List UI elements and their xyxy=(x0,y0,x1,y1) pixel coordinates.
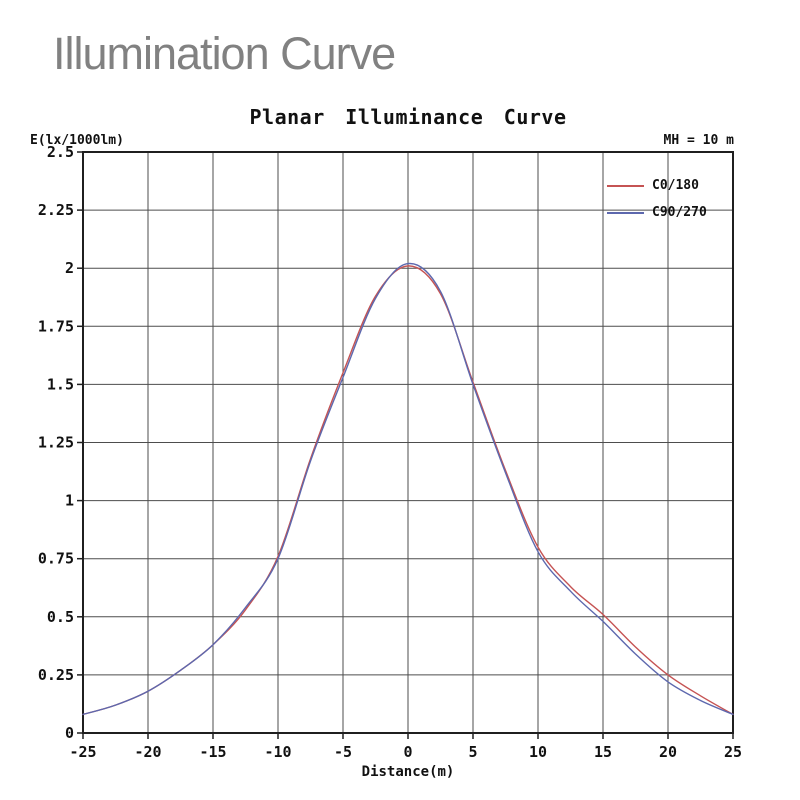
chart-title: Planar Illuminance Curve xyxy=(249,105,567,129)
y-tick-label: 1.5 xyxy=(47,375,74,393)
plot-border xyxy=(82,151,734,734)
y-tick-label: 1 xyxy=(65,492,74,510)
legend-item-c90-270: C90/270 xyxy=(607,206,707,220)
y-tick-label: 2.5 xyxy=(47,143,74,161)
y-tick-label: 2 xyxy=(65,259,74,277)
y-tick-label: 0.5 xyxy=(47,608,74,626)
x-tick-label: 15 xyxy=(594,743,612,761)
x-tick-label: 0 xyxy=(403,743,412,761)
x-tick-label: 20 xyxy=(659,743,677,761)
x-tick-label: 25 xyxy=(724,743,742,761)
x-tick-label: -20 xyxy=(134,743,161,761)
x-tick-label: -10 xyxy=(264,743,291,761)
x-axis-title: Distance(m) xyxy=(361,764,455,780)
y-tick-label: 2.25 xyxy=(38,201,74,219)
y-tick-label: 0.25 xyxy=(38,666,74,684)
x-tick-label: -25 xyxy=(69,743,96,761)
legend-swatch-c0-180 xyxy=(607,185,644,187)
x-tick-label: 5 xyxy=(468,743,477,761)
x-tick-label: -15 xyxy=(199,743,226,761)
y-tick-label: 0 xyxy=(65,724,74,742)
y-tick-label: 0.75 xyxy=(38,550,74,568)
mounting-height-label: MH = 10 m xyxy=(663,133,734,148)
x-tick-label: 10 xyxy=(529,743,547,761)
legend-label-c0-180: C0/180 xyxy=(652,178,699,193)
x-tick-label: -5 xyxy=(334,743,352,761)
legend-label-c90-270: C90/270 xyxy=(652,205,707,220)
legend-swatch-c90-270 xyxy=(607,212,644,214)
legend-item-c0-180: C0/180 xyxy=(607,179,699,193)
series-line-c90-270 xyxy=(82,262,734,716)
y-axis-unit-label: E(lx/1000lm) xyxy=(30,133,124,148)
y-tick-label: 1.75 xyxy=(38,317,74,335)
y-tick-label: 1.25 xyxy=(38,434,74,452)
page-heading: Illumination Curve xyxy=(53,28,396,79)
